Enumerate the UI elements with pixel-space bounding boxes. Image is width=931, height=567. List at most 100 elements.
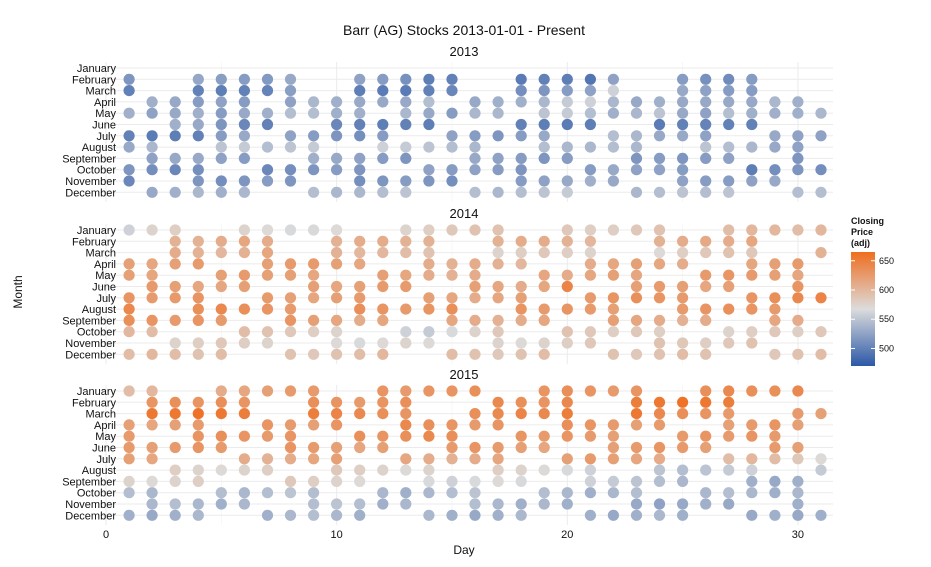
data-point [653,247,666,259]
data-point [446,419,458,431]
data-point [653,441,666,454]
data-point [123,430,135,442]
data-point [423,385,435,397]
data-point [584,292,597,304]
data-point [746,419,758,431]
data-point [538,175,550,187]
data-point [492,224,504,236]
data-point [769,224,781,236]
data-point [284,348,297,360]
data-point [238,73,250,85]
data-point [215,408,227,420]
data-point [746,258,758,270]
data-point [538,337,550,349]
data-point [215,247,227,259]
data-point [400,419,412,431]
data-point [261,453,274,465]
data-point [238,487,250,499]
data-point [215,487,227,499]
data-point [769,348,781,360]
data-point [284,303,297,315]
data-point [261,247,274,259]
panel-2015: 2015 JanuaryFebruaryMarchAprilMayJuneJuly… [62,367,833,525]
data-point [769,303,781,315]
data-point [677,280,689,293]
data-point [400,326,412,338]
data-point [423,118,435,131]
data-point [561,453,573,465]
data-point [769,258,781,270]
data-point [238,130,250,142]
legend-tick-label: 650 [879,256,894,266]
data-point [123,348,135,360]
data-point [331,408,343,420]
data-point [746,164,758,176]
data-point [607,385,620,397]
month-tick-label: July [96,293,116,305]
data-point [146,385,158,397]
data-point [630,280,643,293]
data-point [792,453,804,465]
data-point [769,509,781,521]
data-point [215,314,227,326]
data-point [423,164,435,176]
data-point [630,292,643,304]
data-point [284,314,297,326]
data-point [700,348,712,360]
data-point [746,303,758,315]
data-point [607,96,620,108]
data-point [653,408,666,420]
data-point [677,408,689,420]
data-point [308,224,320,236]
data-point [123,314,135,326]
data-point [446,303,458,315]
month-tick-label: January [77,63,117,75]
data-point [677,396,689,408]
data-point [584,224,597,236]
data-point [630,152,643,164]
data-point [492,258,504,270]
data-point [538,430,550,442]
data-point [354,96,366,108]
data-point [192,475,204,487]
data-point [538,152,550,164]
data-point [700,337,712,349]
data-point [331,396,343,408]
data-point [584,258,597,270]
data-point [192,314,204,326]
data-point [792,498,804,510]
month-tick-label: January [77,386,117,398]
data-point [354,247,366,259]
data-point [607,453,620,465]
data-point [146,224,158,236]
month-tick-label: May [95,431,116,443]
data-point [515,164,527,176]
data-point [607,441,620,454]
data-point [123,258,135,270]
data-point [607,292,620,304]
data-point [469,186,481,198]
data-point [769,175,781,187]
data-point [700,186,712,198]
data-point [607,224,620,236]
data-point [377,430,389,442]
data-point [700,152,712,164]
data-point [792,487,804,499]
data-point [630,396,643,408]
data-point [630,441,643,454]
data-point [308,475,320,487]
data-point [284,326,297,338]
data-point [169,280,181,293]
data-point [515,464,527,476]
data-point [677,430,689,442]
data-point [653,152,666,164]
data-point [746,292,758,304]
data-point [284,430,297,442]
data-point [284,175,297,187]
data-point [677,314,689,326]
data-point [538,96,550,108]
data-point [331,130,343,142]
data-point [677,175,689,187]
data-point [238,464,250,476]
data-point [331,453,343,465]
